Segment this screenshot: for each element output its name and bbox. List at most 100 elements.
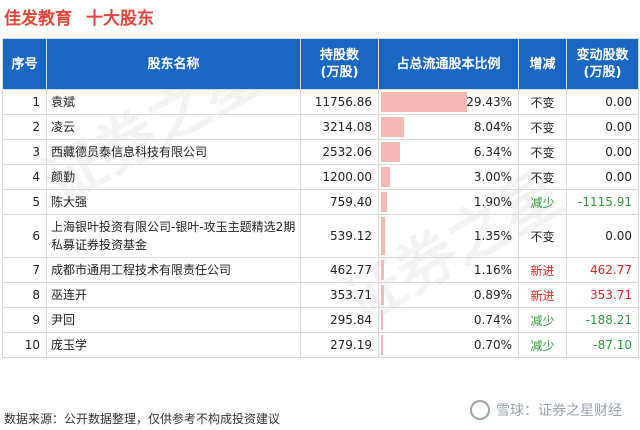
row-shares: 539.12	[300, 214, 379, 258]
row-delta: 0.00	[566, 114, 639, 140]
pct-bar	[381, 167, 390, 187]
row-shares: 279.19	[300, 332, 379, 358]
row-seq: 3	[2, 139, 47, 165]
row-seq: 9	[2, 307, 47, 333]
row-name: 成都市通用工程技术有限责任公司	[46, 257, 301, 283]
col-seq: 序号	[2, 38, 47, 90]
row-shares: 3214.08	[300, 114, 379, 140]
page-title: 十大股东	[86, 8, 154, 29]
row-shares: 759.40	[300, 189, 379, 215]
row-pct: 0.70%	[378, 332, 519, 358]
table-row: 10 庞玉学 279.19 0.70% 减少 -87.10	[2, 332, 639, 358]
row-pct: 1.16%	[378, 257, 519, 283]
row-pct-label: 0.70%	[473, 338, 512, 352]
pct-bar	[381, 335, 384, 355]
row-delta: 0.00	[566, 164, 639, 190]
row-change: 减少	[518, 189, 567, 215]
table-row: 4 颜勤 1200.00 3.00% 不变 0.00	[2, 164, 639, 190]
row-seq: 2	[2, 114, 47, 140]
row-pct-label: 29.43%	[466, 95, 512, 109]
table-row: 2 凌云 3214.08 8.04% 不变 0.00	[2, 114, 639, 140]
row-pct: 1.90%	[378, 189, 519, 215]
row-shares: 1200.00	[300, 164, 379, 190]
row-change: 新进	[518, 257, 567, 283]
pct-bar	[381, 217, 385, 255]
table-row: 1 袁斌 11756.86 29.43% 不变 0.00	[2, 89, 639, 115]
data-source-note: 数据来源：公开数据整理，仅供参考不构成投资建议	[4, 412, 281, 426]
row-pct-label: 1.16%	[473, 263, 512, 277]
row-change: 不变	[518, 114, 567, 140]
row-name: 巫连开	[46, 282, 301, 308]
row-name: 上海银叶投资有限公司-银叶-攻玉主题精选2期私募证券投资基金	[46, 214, 301, 258]
row-pct: 6.34%	[378, 139, 519, 165]
row-pct: 29.43%	[378, 89, 519, 115]
row-name: 凌云	[46, 114, 301, 140]
row-delta: 353.71	[566, 282, 639, 308]
table-row: 3 西藏德员泰信息科技有限公司 2532.06 6.34% 不变 0.00	[2, 139, 639, 165]
row-delta: -87.10	[566, 332, 639, 358]
row-name: 陈大强	[46, 189, 301, 215]
row-name: 尹回	[46, 307, 301, 333]
shareholders-table: 序号 股东名称 持股数 (万股) 占总流通股本比例 增减 变动股数 (万股) 1…	[2, 38, 639, 358]
company-name: 佳发教育	[4, 8, 72, 29]
row-name: 袁斌	[46, 89, 301, 115]
row-change: 减少	[518, 332, 567, 358]
row-shares: 462.77	[300, 257, 379, 283]
col-delta: 变动股数 (万股)	[566, 38, 639, 90]
pct-bar	[381, 192, 387, 212]
row-delta: 0.00	[566, 214, 639, 258]
table-header-row: 序号 股东名称 持股数 (万股) 占总流通股本比例 增减 变动股数 (万股)	[2, 38, 639, 90]
table-row: 5 陈大强 759.40 1.90% 减少 -1115.91	[2, 189, 639, 215]
row-shares: 2532.06	[300, 139, 379, 165]
pct-bar	[381, 310, 384, 330]
row-pct-label: 1.35%	[473, 229, 512, 243]
row-change: 不变	[518, 164, 567, 190]
row-shares: 353.71	[300, 282, 379, 308]
watermark-logo-text: 雪球：证券之星财经	[496, 403, 622, 419]
table-row: 9 尹回 295.84 0.74% 减少 -188.21	[2, 307, 639, 333]
col-change: 增减	[518, 38, 567, 90]
row-delta: -188.21	[566, 307, 639, 333]
row-seq: 7	[2, 257, 47, 283]
table-row: 7 成都市通用工程技术有限责任公司 462.77 1.16% 新进 462.77	[2, 257, 639, 283]
row-seq: 4	[2, 164, 47, 190]
row-delta: 462.77	[566, 257, 639, 283]
col-name: 股东名称	[46, 38, 301, 90]
row-pct: 0.74%	[378, 307, 519, 333]
row-seq: 5	[2, 189, 47, 215]
pct-bar	[381, 285, 384, 305]
table-row: 6 上海银叶投资有限公司-银叶-攻玉主题精选2期私募证券投资基金 539.12 1.3…	[2, 214, 639, 258]
title-bar: 佳发教育 十大股东	[4, 2, 154, 30]
row-pct: 3.00%	[378, 164, 519, 190]
row-pct: 1.35%	[378, 214, 519, 258]
row-change: 不变	[518, 214, 567, 258]
pct-bar	[381, 117, 405, 137]
row-change: 新进	[518, 282, 567, 308]
row-pct: 0.89%	[378, 282, 519, 308]
pct-bar	[381, 92, 467, 112]
row-pct-label: 0.74%	[473, 313, 512, 327]
row-seq: 6	[2, 214, 47, 258]
row-pct-label: 3.00%	[473, 170, 512, 184]
row-shares: 295.84	[300, 307, 379, 333]
table-row: 8 巫连开 353.71 0.89% 新进 353.71	[2, 282, 639, 308]
row-change: 减少	[518, 307, 567, 333]
row-pct: 8.04%	[378, 114, 519, 140]
row-change: 不变	[518, 89, 567, 115]
row-name: 西藏德员泰信息科技有限公司	[46, 139, 301, 165]
pct-bar	[381, 260, 385, 280]
row-seq: 8	[2, 282, 47, 308]
row-name: 颜勤	[46, 164, 301, 190]
row-seq: 10	[2, 332, 47, 358]
row-delta: 0.00	[566, 89, 639, 115]
row-pct-label: 6.34%	[473, 145, 512, 159]
row-delta: 0.00	[566, 139, 639, 165]
row-shares: 11756.86	[300, 89, 379, 115]
col-pct: 占总流通股本比例	[378, 38, 519, 90]
row-pct-label: 1.90%	[473, 195, 512, 209]
row-seq: 1	[2, 89, 47, 115]
col-shares: 持股数 (万股)	[300, 38, 379, 90]
watermark-logo: 雪球：证券之星财经	[470, 400, 622, 420]
row-name: 庞玉学	[46, 332, 301, 358]
row-change: 不变	[518, 139, 567, 165]
